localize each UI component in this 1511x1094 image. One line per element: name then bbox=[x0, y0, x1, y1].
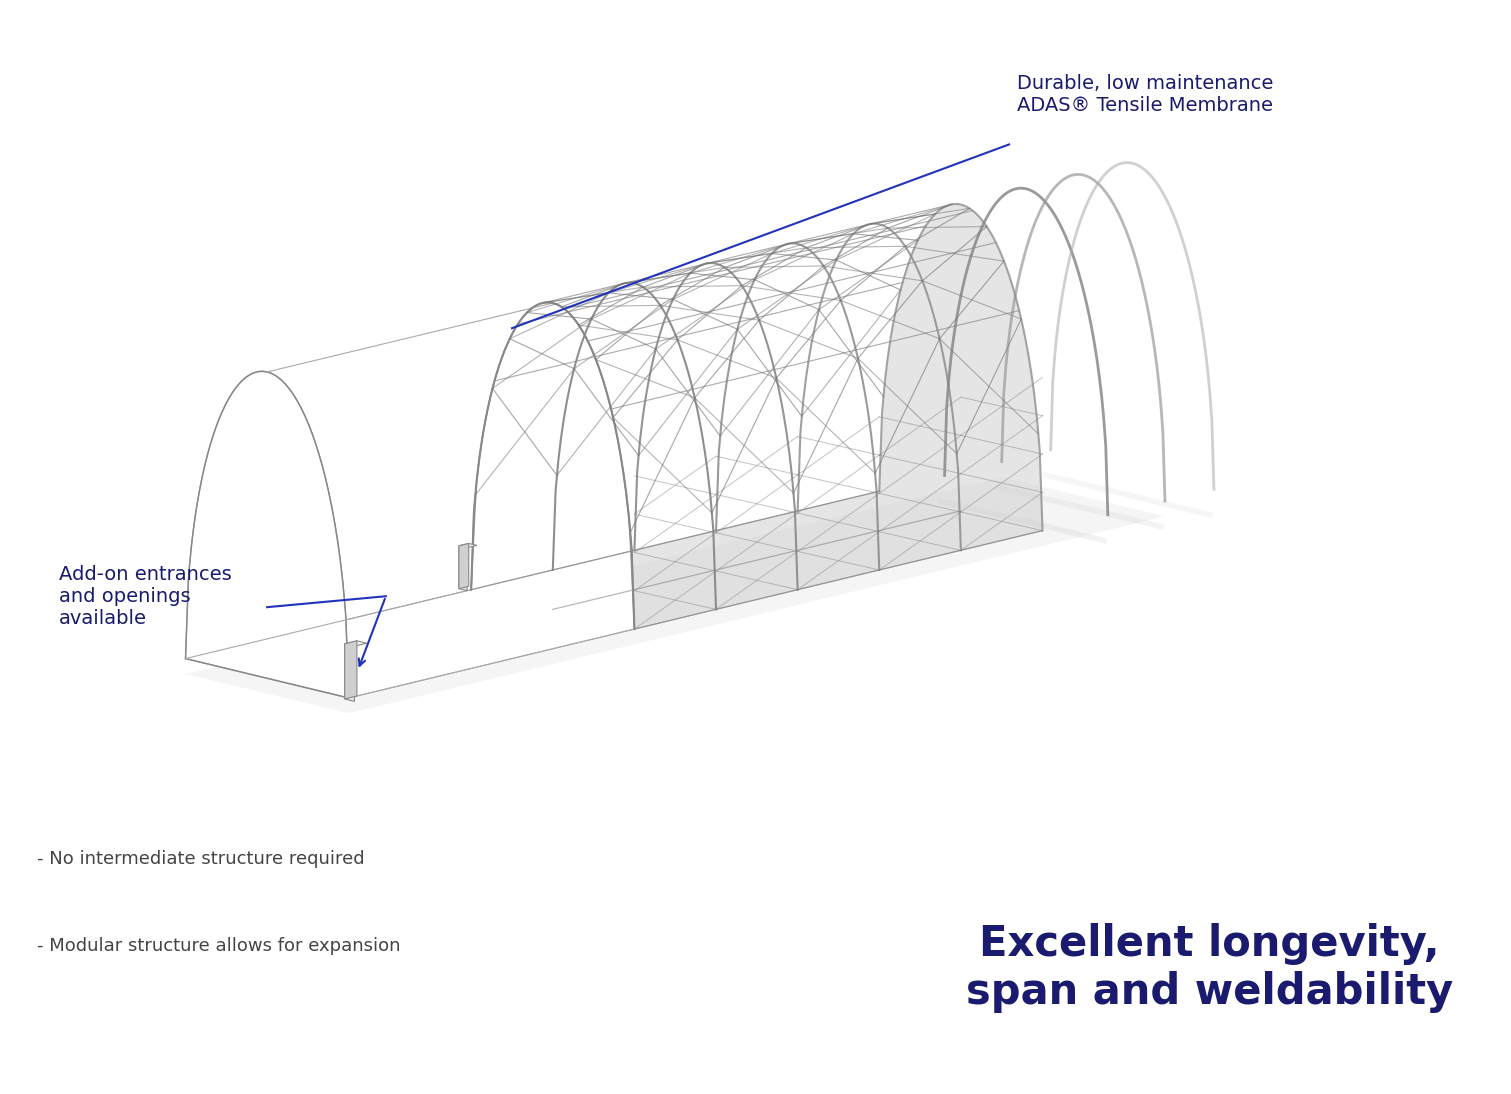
Polygon shape bbox=[186, 371, 349, 698]
Polygon shape bbox=[186, 590, 635, 698]
Text: Durable, low maintenance
ADAS® Tensile Membrane: Durable, low maintenance ADAS® Tensile M… bbox=[1017, 74, 1272, 115]
Polygon shape bbox=[459, 546, 467, 591]
Polygon shape bbox=[345, 641, 367, 647]
Polygon shape bbox=[345, 641, 357, 699]
Polygon shape bbox=[186, 303, 635, 698]
Polygon shape bbox=[459, 544, 477, 548]
Polygon shape bbox=[186, 477, 1165, 713]
Text: Add-on entrances
and openings
available: Add-on entrances and openings available bbox=[59, 565, 233, 628]
Text: - Modular structure allows for expansion: - Modular structure allows for expansion bbox=[38, 938, 400, 955]
Polygon shape bbox=[345, 643, 355, 701]
Text: - No intermediate structure required: - No intermediate structure required bbox=[38, 850, 364, 868]
Text: Excellent longevity,
span and weldability: Excellent longevity, span and weldabilit… bbox=[966, 923, 1454, 1013]
Polygon shape bbox=[471, 203, 1043, 629]
Polygon shape bbox=[459, 544, 468, 589]
